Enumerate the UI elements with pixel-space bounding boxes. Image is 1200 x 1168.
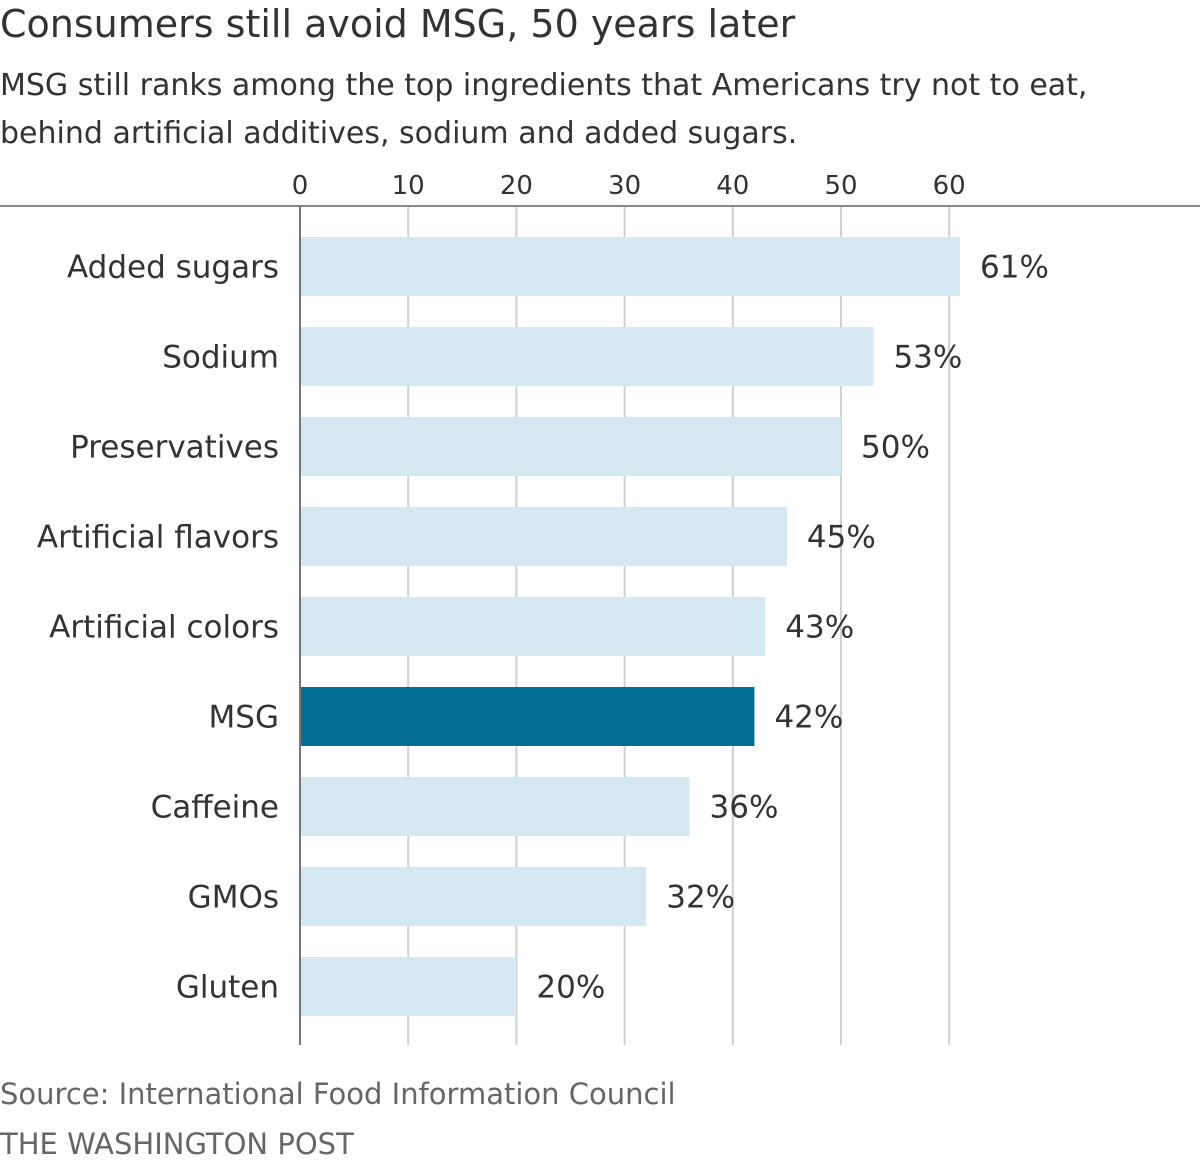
publisher-credit: THE WASHINGTON POST — [0, 1127, 354, 1161]
bar — [300, 867, 647, 926]
category-label: Artificial flavors — [37, 520, 279, 556]
category-label: Sodium — [162, 340, 279, 376]
value-label: 50% — [861, 430, 930, 466]
category-label: Artificial colors — [49, 610, 279, 646]
value-label: 45% — [807, 520, 876, 556]
category-label: MSG — [209, 700, 279, 736]
category-label: Preservatives — [70, 430, 279, 466]
bar — [300, 507, 787, 566]
category-label: Added sugars — [67, 250, 279, 286]
x-tick-label: 60 — [933, 171, 966, 201]
x-tick-label: 0 — [292, 171, 309, 201]
x-tick-label: 20 — [500, 171, 533, 201]
bar-chart: 0 10 20 30 40 50 60 Added sugars 61% Sodium 53% Pr… — [0, 171, 1200, 1045]
category-label: Gluten — [176, 970, 279, 1006]
x-tick-label: 30 — [608, 171, 641, 201]
bar — [300, 597, 766, 656]
value-label: 32% — [666, 880, 735, 916]
value-label: 61% — [980, 250, 1049, 286]
bar — [300, 957, 517, 1016]
value-label: 42% — [774, 700, 843, 736]
source-note: Source: International Food Information C… — [0, 1077, 676, 1111]
x-axis-ticks: 0 10 20 30 40 50 60 — [292, 171, 966, 201]
value-label: 36% — [710, 790, 779, 826]
value-label: 53% — [893, 340, 962, 376]
chart-title: Consumers still avoid MSG, 50 years late… — [0, 2, 796, 46]
bars: Added sugars 61% Sodium 53% Preservatives 50%… — [37, 237, 1049, 1016]
value-label: 43% — [785, 610, 854, 646]
x-tick-label: 50 — [824, 171, 857, 201]
bar — [300, 237, 961, 296]
x-tick-label: 40 — [716, 171, 749, 201]
bar — [300, 417, 841, 476]
category-label: Caffeine — [151, 790, 279, 826]
bar — [300, 777, 690, 836]
bar — [300, 327, 874, 386]
x-tick-label: 10 — [392, 171, 425, 201]
category-label: GMOs — [188, 880, 279, 916]
value-label: 20% — [536, 970, 605, 1006]
bar — [300, 687, 755, 746]
chart-subtitle: MSG still ranks among the top ingredient… — [0, 68, 1088, 151]
